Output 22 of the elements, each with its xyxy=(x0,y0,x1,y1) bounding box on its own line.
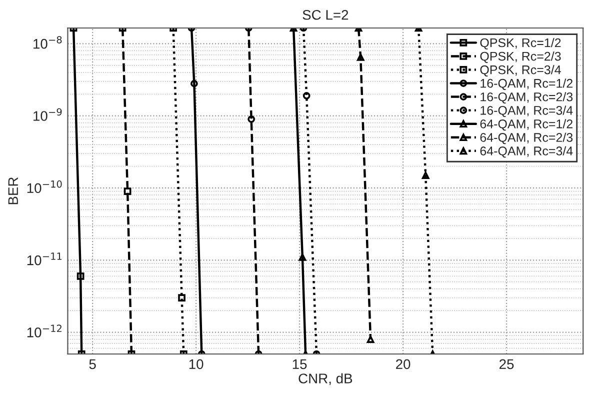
legend-label: 64-QAM, Rc=1/2 xyxy=(480,119,572,131)
chart-title: SC L=2 xyxy=(302,10,348,20)
legend-label: 64-QAM, Rc=3/4 xyxy=(480,146,573,158)
legend-label: QPSK, Rc=2/3 xyxy=(480,52,561,63)
x-tick-label: 5 xyxy=(89,359,96,370)
x-tick-label: 10 xyxy=(189,359,204,370)
legend-label: 16-QAM, Rc=3/4 xyxy=(480,106,573,118)
y-tick-label: 10$^{−8}$ xyxy=(34,36,62,49)
y-tick-label: 10$^{−9}$ xyxy=(34,108,62,121)
legend-label: 16-QAM, Rc=2/3 xyxy=(480,92,573,104)
legend-label: 64-QAM, Rc=2/3 xyxy=(480,132,573,144)
legend-label: QPSK, Rc=3/4 xyxy=(480,65,561,76)
x-tick-label: 25 xyxy=(500,359,514,370)
legend-label: QPSK, Rc=1/2 xyxy=(480,38,561,50)
legend-label: 16-QAM, Rc=1/2 xyxy=(480,78,572,90)
x-axis-title: CNR, dB xyxy=(298,373,352,386)
y-tick-label: 10$^{−11}$ xyxy=(27,252,62,266)
y-tick-label: 10$^{−12}$ xyxy=(27,324,62,338)
x-tick-label: 20 xyxy=(396,359,410,370)
x-tick-label: 15 xyxy=(292,359,307,370)
y-axis-title: BER xyxy=(8,177,18,204)
y-tick-label: 10$^{−10}$ xyxy=(27,180,62,194)
